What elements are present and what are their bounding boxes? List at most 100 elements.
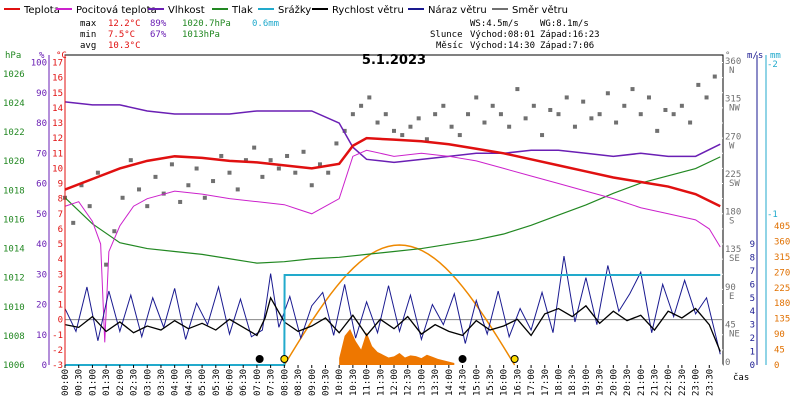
- wind-direction-point: [696, 82, 701, 87]
- legend-item-rychlost: Rychlost větru: [312, 4, 404, 16]
- x-tick-label: 17:30: [541, 369, 551, 396]
- wind-direction-point: [457, 133, 462, 138]
- axes: 1006100810101012101410161018102010221024…: [3, 55, 790, 396]
- x-tick-label: 15:30: [486, 369, 496, 396]
- wind-direction-point: [392, 128, 396, 133]
- wind-direction-point: [679, 103, 684, 108]
- wind-direction-point: [87, 204, 92, 209]
- x-tick-label: 12:30: [404, 369, 414, 396]
- wind-direction-point: [219, 153, 224, 158]
- wind-speed-line: [64, 296, 721, 352]
- temp-tick: -2: [52, 346, 63, 356]
- wind-direction-point: [383, 112, 388, 117]
- wind-outer-tick: -2: [767, 60, 778, 70]
- legend-item-vlhkost: Vlhkost: [148, 5, 205, 16]
- x-tick-label: 03:30: [157, 369, 167, 396]
- wind-direction-point: [268, 158, 273, 163]
- dir-tick-label: SE: [729, 254, 740, 264]
- rain-bars: [283, 244, 516, 366]
- wind-direction-point: [211, 179, 216, 184]
- wind-direction-point: [235, 187, 240, 192]
- hum-tick: 80: [36, 119, 47, 129]
- wind-direction-point: [128, 158, 133, 163]
- press-unit: hPa: [5, 51, 21, 61]
- wind-direction-point: [523, 116, 528, 121]
- chart-title: 5.1.2023: [362, 53, 426, 68]
- stats-max-temp: 12.2°C: [108, 19, 141, 29]
- press-tick: 1018: [3, 186, 25, 196]
- temp-tick: 13: [52, 119, 63, 129]
- x-tick-label: 02:00: [116, 369, 126, 396]
- wind-direction-point: [375, 120, 380, 125]
- x-tick-label: 20:30: [623, 369, 633, 396]
- x-tick-label: 01:30: [102, 369, 112, 396]
- stats-min-press: 1013hPa: [182, 30, 220, 40]
- legend-label: Rychlost větru: [332, 4, 404, 16]
- wind-direction-point: [507, 124, 512, 129]
- info-moon-set: Západ:7:06: [540, 41, 594, 51]
- wind-direction-point: [400, 133, 405, 138]
- hum-tick: 50: [36, 210, 47, 220]
- wind-direction-point: [663, 107, 668, 112]
- wind-direction-point: [120, 195, 125, 200]
- temp-tick: 5: [58, 240, 63, 250]
- dir-tick-label: NW: [729, 104, 740, 114]
- x-tick-label: 22:30: [678, 369, 688, 396]
- wind-tick: 5: [750, 294, 755, 304]
- temp-tick: 0: [58, 316, 63, 326]
- sun-elevation-curve: [283, 244, 516, 366]
- wind-direction-point: [301, 149, 306, 154]
- wind-direction-point: [194, 166, 199, 171]
- humidity-line: [64, 101, 721, 164]
- info-sun-label: Slunce: [430, 30, 463, 40]
- info-ws: WS:4.5m/s: [470, 19, 519, 29]
- wind-direction-point: [704, 95, 709, 100]
- info-moon-rise: Východ:14:30: [470, 41, 535, 51]
- wind-gust-line: [64, 256, 721, 355]
- legend-label: Srážky: [278, 4, 311, 16]
- temp-tick: 1: [58, 301, 63, 311]
- x-tick-label: 13:00: [417, 369, 427, 396]
- rain-bar-tick: 45: [774, 346, 785, 356]
- wind-direction-point: [515, 87, 520, 92]
- axis-units: hPa % °C ° m/s mm čas: [5, 51, 781, 383]
- temp-tick: 17: [52, 59, 63, 69]
- legend-item-naraz: Náraz větru: [408, 4, 487, 16]
- rain-bar-tick: 180: [774, 299, 790, 309]
- wind-direction-point: [243, 158, 248, 163]
- wind-tick: 8: [750, 253, 755, 263]
- stats-min-hum: 67%: [150, 30, 167, 40]
- wind-tick: 1: [750, 348, 755, 358]
- legend-label: Pocitová teplota: [76, 4, 157, 16]
- x-tick-label: 00:00: [61, 369, 71, 396]
- x-tick-label: 20:00: [609, 369, 619, 396]
- wind-direction-point: [572, 124, 577, 129]
- info-wg: WG:8.1m/s: [540, 19, 589, 29]
- wind-direction-point: [153, 174, 158, 179]
- x-tick-label: 13:30: [431, 369, 441, 396]
- wind-direction-point: [424, 137, 429, 142]
- hum-tick: 0: [42, 361, 47, 371]
- dir-tick: 90: [725, 283, 736, 293]
- x-tick-label: 09:00: [308, 369, 318, 396]
- dir-tick-label: NE: [729, 329, 740, 339]
- x-tick-label: 10:00: [335, 369, 345, 396]
- x-tick-label: 21:30: [650, 369, 660, 396]
- temp-tick: 4: [58, 255, 63, 265]
- wind-direction-point: [334, 141, 339, 146]
- wind-direction-point: [309, 183, 314, 188]
- wind-direction-point: [178, 199, 183, 204]
- legend-item-srazky: Srážky: [258, 4, 311, 16]
- wind-direction-point: [169, 162, 174, 167]
- wind-direction-point: [350, 112, 355, 117]
- feels-like-line: [64, 149, 721, 343]
- wind-tick: 0: [750, 361, 755, 371]
- temp-unit: °C: [56, 51, 67, 61]
- wind-direction-point: [531, 103, 536, 108]
- wind-tick: 4: [750, 307, 755, 317]
- x-tick-label: 22:00: [664, 369, 674, 396]
- stats-max-label: max: [80, 19, 97, 29]
- temp-tick: -1: [52, 331, 63, 341]
- hum-unit: %: [39, 51, 45, 61]
